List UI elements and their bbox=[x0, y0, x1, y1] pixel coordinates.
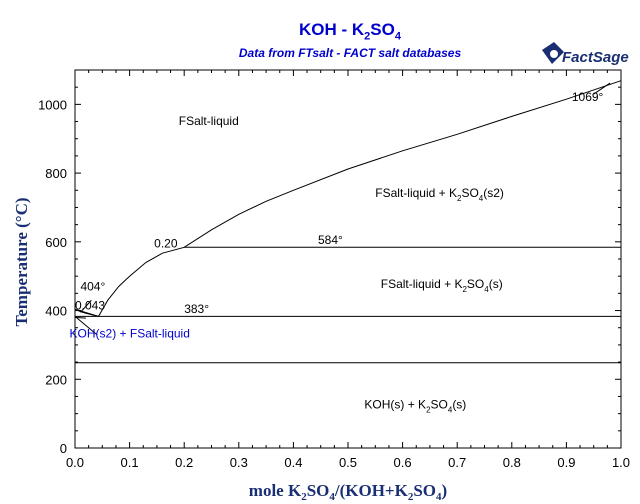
annotation-subscript: 4 bbox=[479, 194, 484, 203]
annotation-label: FSalt-liquid bbox=[179, 114, 239, 128]
y-tick-label: 400 bbox=[45, 304, 67, 319]
leader-koh-s2 bbox=[74, 316, 98, 335]
annotation-subscript: 2 bbox=[426, 405, 431, 414]
title-subscript: 2 bbox=[364, 30, 371, 43]
annotation-subscript: 4 bbox=[484, 285, 489, 294]
annotation-label: 0.20 bbox=[154, 236, 178, 250]
y-tick-label: 200 bbox=[45, 372, 67, 387]
x-tick-label: 0.0 bbox=[66, 455, 84, 470]
logo-text: FactSage bbox=[562, 49, 629, 66]
annotation-part: FSalt-liquid + K bbox=[381, 277, 463, 291]
title-subscript: 4 bbox=[394, 30, 401, 43]
y-tick-label: 600 bbox=[45, 235, 67, 250]
y-tick-label: 1000 bbox=[38, 97, 67, 112]
annotation-label: 383° bbox=[184, 302, 209, 316]
x-tick-label: 1.0 bbox=[612, 455, 630, 470]
annotation-label: 584° bbox=[318, 233, 343, 247]
annotation-part: SO bbox=[431, 397, 448, 411]
annotation-label: KOH(s) + K2SO4(s) bbox=[364, 397, 466, 414]
annotation-part: SO bbox=[467, 277, 484, 291]
annotation-part: FSalt-liquid + K bbox=[375, 186, 457, 200]
chart-subtitle: Data from FTsalt - FACT salt databases bbox=[238, 46, 462, 60]
x-tick-label: 0.8 bbox=[503, 455, 521, 470]
x-tick-label: 0.5 bbox=[339, 455, 357, 470]
annotation-subscript: 2 bbox=[457, 194, 462, 203]
y-tick-label: 800 bbox=[45, 166, 67, 181]
x-tick-label: 0.1 bbox=[121, 455, 139, 470]
annotation-part: SO bbox=[461, 186, 478, 200]
title-part: SO bbox=[370, 20, 395, 39]
axes: 0.0 0.1 0.2 0.3 0.4 0.5 0.6 0.7 0.8 0.9 1.0 0 200 400… bbox=[38, 69, 630, 470]
annotation-part: (s) bbox=[452, 397, 466, 411]
x-tick-label: 0.7 bbox=[448, 455, 466, 470]
x-tick-label: 0.2 bbox=[175, 455, 193, 470]
chart-title: KOH - K2SO4 bbox=[0, 20, 640, 42]
annotation-label: FSalt-liquid + K2SO4(s2) bbox=[375, 186, 504, 203]
y-tick-label: 0 bbox=[60, 441, 67, 456]
title-part: KOH - K bbox=[299, 20, 365, 39]
annotation-label: KOH(s2) + FSalt-liquid bbox=[70, 326, 190, 340]
logo-mark bbox=[542, 42, 564, 64]
annotation-subscript: 2 bbox=[462, 285, 467, 294]
x-tick-label: 0.4 bbox=[284, 455, 302, 470]
plot-frame bbox=[74, 69, 622, 449]
x-tick-label: 0.9 bbox=[557, 455, 575, 470]
annotation-part: (s) bbox=[489, 277, 503, 291]
series-lines bbox=[74, 80, 622, 364]
factsage-logo: FactSage bbox=[542, 42, 629, 66]
annotation-label: 1069° bbox=[572, 90, 604, 104]
annotation-subscript: 4 bbox=[448, 405, 453, 414]
series-liquidus bbox=[74, 80, 622, 317]
leader-404 bbox=[80, 299, 92, 313]
annotation-part: KOH(s) + K bbox=[364, 397, 426, 411]
annotation-part: (s2) bbox=[483, 186, 504, 200]
annotation-label: 0.043 bbox=[75, 299, 105, 313]
leader-1069 bbox=[593, 82, 611, 95]
annotation-label: 404° bbox=[80, 280, 105, 294]
x-tick-label: 0.6 bbox=[394, 455, 412, 470]
x-tick-label: 0.3 bbox=[230, 455, 248, 470]
annotation-label: FSalt-liquid + K2SO4(s) bbox=[381, 277, 503, 294]
series-koh-liquidus bbox=[74, 308, 99, 317]
